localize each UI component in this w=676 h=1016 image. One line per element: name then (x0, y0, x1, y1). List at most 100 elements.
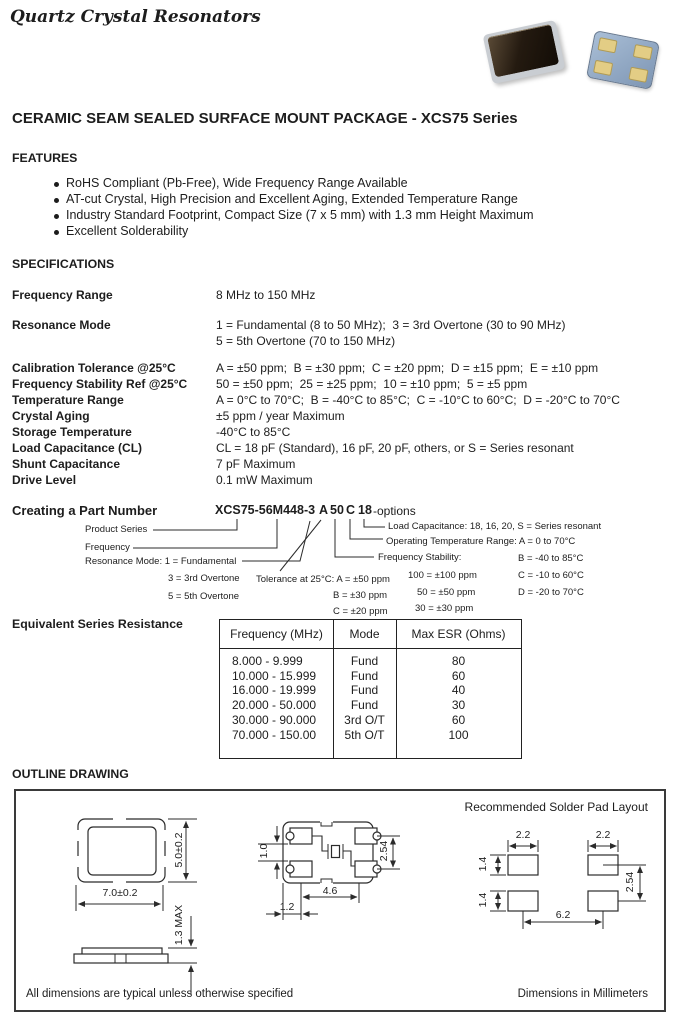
photo-gold-pad (632, 44, 653, 61)
diagram-label-op-temp-b: B = -40 to 85°C (518, 553, 584, 564)
spec-value: CL = 18 pF (Standard), 16 pF, 20 pF, oth… (216, 441, 574, 455)
page-title: Quartz Crystal Resonators (10, 7, 261, 27)
spec-label: Calibration Tolerance @25°C (12, 361, 176, 375)
col-header-frequency: Frequency (MHz) (230, 627, 323, 641)
outline-heading: OUTLINE DRAWING (12, 767, 129, 781)
feature-item: Excellent Solderability (66, 224, 189, 238)
table-cell-mode: Fund (350, 698, 379, 713)
spec-value: 5 = 5th Overtone (70 to 150 MHz) (216, 334, 396, 348)
table-cell-freq: 16.000 - 19.999 (232, 683, 317, 698)
table-cell-esr: 100 (448, 727, 469, 742)
feature-item: RoHS Compliant (Pb-Free), Wide Frequency… (66, 176, 408, 190)
part-number-stability: 50 (330, 503, 344, 517)
marking-area-label: MARKING (97, 835, 152, 847)
table-cell-esr: 80 (451, 654, 466, 668)
table-cell-freq: 30.000 - 90.000 (232, 712, 317, 727)
pin-2-label: 2 (360, 830, 366, 841)
diagram-label-tolerance-c: C = ±20 ppm (333, 606, 388, 617)
diagram-label-stability-100: 100 = ±100 ppm (408, 570, 477, 581)
esr-table: Frequency (MHz) Mode Max ESR (Ohms) 8.00… (219, 619, 522, 759)
spec-value: 1 = Fundamental (8 to 50 MHz); 3 = 3rd O… (216, 318, 566, 332)
dim-solder-pad-width: 2.2 (515, 829, 531, 841)
table-divider (333, 620, 335, 758)
table-cell-mode: Fund (350, 683, 379, 698)
diagram-label-op-temp-c: C = -10 to 60°C (518, 570, 584, 581)
product-photo-metal-lid (482, 19, 566, 85)
note-dimensions-mm: Dimensions in Millimeters (517, 988, 648, 1000)
spec-label: Frequency Range (12, 288, 113, 302)
photo-gold-pad (597, 37, 618, 54)
table-cell-esr: 60 (451, 668, 466, 683)
table-cell-freq: 70.000 - 150.00 (232, 727, 317, 742)
spec-value: 50 = ±50 ppm; 25 = ±25 ppm; 10 = ±10 ppm… (216, 377, 528, 391)
diagram-label-op-temp-a: Operating Temperature Range: A = 0 to 70… (386, 536, 576, 547)
esr-heading: Equivalent Series Resistance (12, 617, 183, 631)
diagram-label-stability: Frequency Stability: (378, 552, 462, 563)
spec-label: Drive Level (12, 473, 77, 487)
table-cell-esr: 60 (451, 712, 466, 727)
spec-label: Frequency Stability Ref @25°C (12, 377, 188, 391)
part-number-tolerance: A (319, 503, 329, 517)
dim-solder-pad-width: 2.2 (595, 829, 611, 841)
marking-area-label: AREA (97, 853, 129, 865)
product-photo-bottom-pads (586, 30, 660, 90)
spec-label: Crystal Aging (12, 409, 90, 423)
diagram-label-op-temp-d: D = -20 to 70°C (518, 587, 584, 598)
specifications-heading: SPECIFICATIONS (12, 257, 115, 271)
diagram-label-product-series: Product Series (85, 524, 148, 535)
bullet-icon (54, 214, 59, 219)
col-header-mode: Mode (349, 627, 380, 641)
spec-label: Shunt Capacitance (12, 457, 121, 471)
features-heading: FEATURES (12, 151, 78, 165)
dim-solder-pad-height: 1.4 (477, 892, 489, 908)
diagram-label-resonance-3: 3 = 3rd Overtone (168, 573, 240, 584)
part-number-base: XCS75-56M448-3 (215, 503, 316, 517)
note-dimensions-typical: All dimensions are typical unless otherw… (26, 988, 294, 1000)
part-number-heading: Creating a Part Number (12, 503, 158, 518)
photo-gold-pad (593, 59, 614, 76)
dim-solder-pad-pitch-h: 6.2 (543, 909, 583, 921)
dim-pad-span: 4.6 (322, 885, 338, 897)
spec-value: 0.1 mW Maximum (216, 473, 313, 487)
spec-value: -40°C to 85°C (216, 425, 291, 439)
feature-item: Industry Standard Footprint, Compact Siz… (66, 208, 534, 222)
diagram-label-stability-30: 30 = ±30 ppm (415, 603, 474, 614)
col-header-esr: Max ESR (Ohms) (411, 627, 506, 641)
spec-label: Temperature Range (12, 393, 124, 407)
table-cell-freq: 20.000 - 50.000 (232, 698, 317, 713)
table-cell-freq: 8.000 - 9.999 (232, 654, 303, 668)
diagram-label-frequency: Frequency (85, 542, 130, 553)
dim-package-width: 7.0±0.2 (102, 887, 138, 899)
diagram-label-tolerance-a: Tolerance at 25°C: A = ±50 ppm (256, 574, 390, 585)
diagram-label-stability-50: 50 = ±50 ppm (417, 587, 476, 598)
part-number-suffix: -options (373, 504, 416, 518)
spec-label: Resonance Mode (12, 318, 111, 332)
dim-pad-pitch: 2.54 (378, 840, 390, 862)
spec-value: 7 pF Maximum (216, 457, 296, 471)
spec-value: A = 0°C to 70°C; B = -40°C to 85°C; C = … (216, 393, 620, 407)
main-heading: CERAMIC SEAM SEALED SURFACE MOUNT PACKAG… (12, 110, 518, 127)
solder-pad-layout-title: Recommended Solder Pad Layout (464, 800, 648, 814)
bullet-icon (54, 230, 59, 235)
table-cell-mode: Fund (350, 654, 379, 668)
pin-4-label: 4 (297, 863, 303, 874)
photo-gold-pad (628, 66, 649, 83)
table-divider (396, 620, 398, 758)
table-cell-freq: 10.000 - 15.999 (232, 668, 317, 683)
spec-value: 8 MHz to 150 MHz (216, 288, 316, 302)
dim-pad-gap: 1.0 (258, 843, 270, 859)
table-cell-mode: 3rd O/T (344, 712, 385, 727)
diagram-label-resonance-5: 5 = 5th Overtone (168, 591, 240, 602)
pin-1-label: 1 (295, 830, 301, 841)
dim-package-thickness: 1.3 MAX (173, 904, 185, 946)
spec-value: ±5 ppm / year Maximum (216, 409, 345, 423)
table-cell-mode: Fund (350, 668, 379, 683)
pin-3-label: 3 (358, 863, 364, 874)
dim-pad-edge: 1.2 (279, 901, 295, 913)
diagram-label-resonance-mode: Resonance Mode: 1 = Fundamental (85, 556, 237, 567)
table-cell-esr: 30 (451, 698, 466, 713)
table-cell-mode: 5th O/T (344, 727, 385, 742)
part-number-load: 18 (358, 503, 372, 517)
spec-label: Load Capacitance (CL) (12, 441, 143, 455)
